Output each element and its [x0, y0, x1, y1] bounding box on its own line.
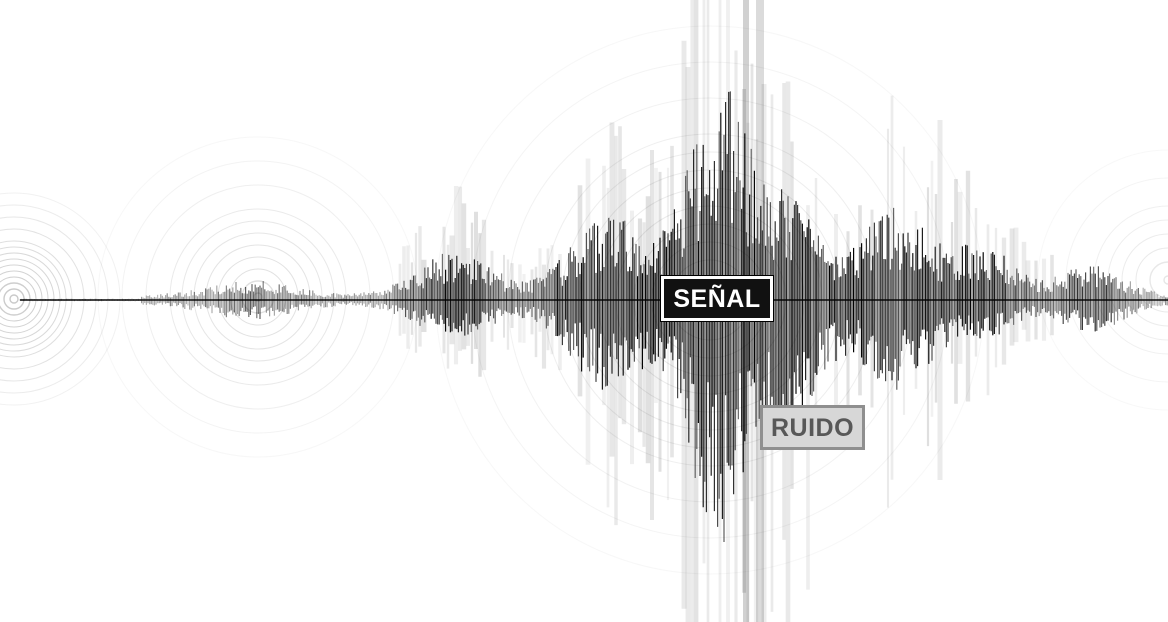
ripple-ring: [1149, 261, 1168, 299]
ripple-ring: [193, 232, 323, 362]
ripple-ring: [181, 220, 335, 374]
noise-label: RUIDO: [760, 405, 865, 450]
ripple-ring: [1121, 233, 1168, 327]
ripple-ring: [121, 160, 395, 434]
ripple-ring: [169, 208, 347, 386]
ripple-ring: [1037, 149, 1168, 411]
signal-waveform: [19, 91, 1168, 542]
signal-label: SEÑAL: [660, 275, 774, 322]
ripple-ring: [145, 184, 371, 410]
noise-ghost-bars: [398, 0, 1054, 622]
ripple-ring: [9, 294, 19, 304]
ripple-ring: [1065, 177, 1168, 383]
ripple-ring: [1107, 219, 1168, 341]
ripple-ring: [1135, 247, 1168, 313]
ripple-ring: [97, 136, 419, 458]
ripple-ring: [1163, 275, 1168, 285]
